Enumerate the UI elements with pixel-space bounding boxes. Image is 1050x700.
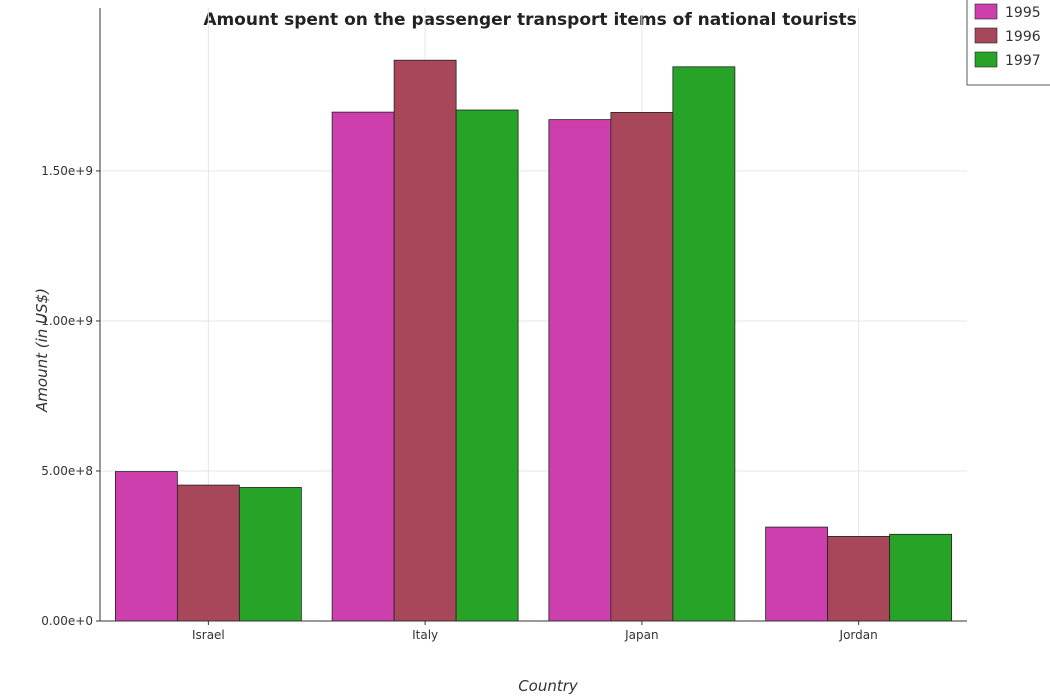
axes: 0.00e+0 5.00e+8 1.00e+9 1.50e+9 Israel Italy J… (41, 8, 967, 642)
bar-israel-1997 (238, 487, 302, 622)
chart-title: Amount spent on the passenger transport … (203, 10, 856, 30)
bar-japan-1996 (610, 112, 674, 622)
x-tick-label: Jordan (839, 628, 878, 642)
bar-japan-1995 (548, 119, 612, 622)
y-tick-label: 1.00e+9 (41, 314, 93, 328)
bar-israel-1996 (176, 484, 240, 622)
bars (114, 59, 953, 622)
y-tick-label: 0.00e+0 (41, 614, 93, 628)
legend-label-1996: 1996 (1005, 29, 1041, 45)
legend-swatch-1997 (974, 51, 998, 68)
y-tick-label: 1.50e+9 (41, 164, 93, 178)
y-axis-title: Amount (in US$) (33, 288, 51, 413)
bar-jordan-1997 (889, 533, 953, 622)
bar-israel-1995 (114, 471, 178, 622)
bar-japan-1997 (672, 66, 736, 622)
legend-swatch-1995 (974, 3, 998, 20)
x-tick-label: Japan (624, 628, 658, 642)
bar-jordan-1995 (765, 526, 829, 622)
legend-label-1997: 1997 (1005, 53, 1041, 69)
y-tick-label: 5.00e+8 (41, 464, 93, 478)
x-tick-label: Israel (192, 628, 225, 642)
legend: 1995 1996 1997 (966, 0, 1050, 86)
bar-italy-1997 (455, 109, 519, 622)
bar-italy-1996 (393, 59, 457, 622)
x-axis-title: Country (518, 677, 579, 695)
legend-swatch-1996 (974, 27, 998, 44)
x-tick-label: Italy (412, 628, 438, 642)
legend-label-1995: 1995 (1005, 5, 1041, 21)
bar-jordan-1996 (827, 535, 891, 622)
bar-italy-1995 (331, 111, 395, 622)
